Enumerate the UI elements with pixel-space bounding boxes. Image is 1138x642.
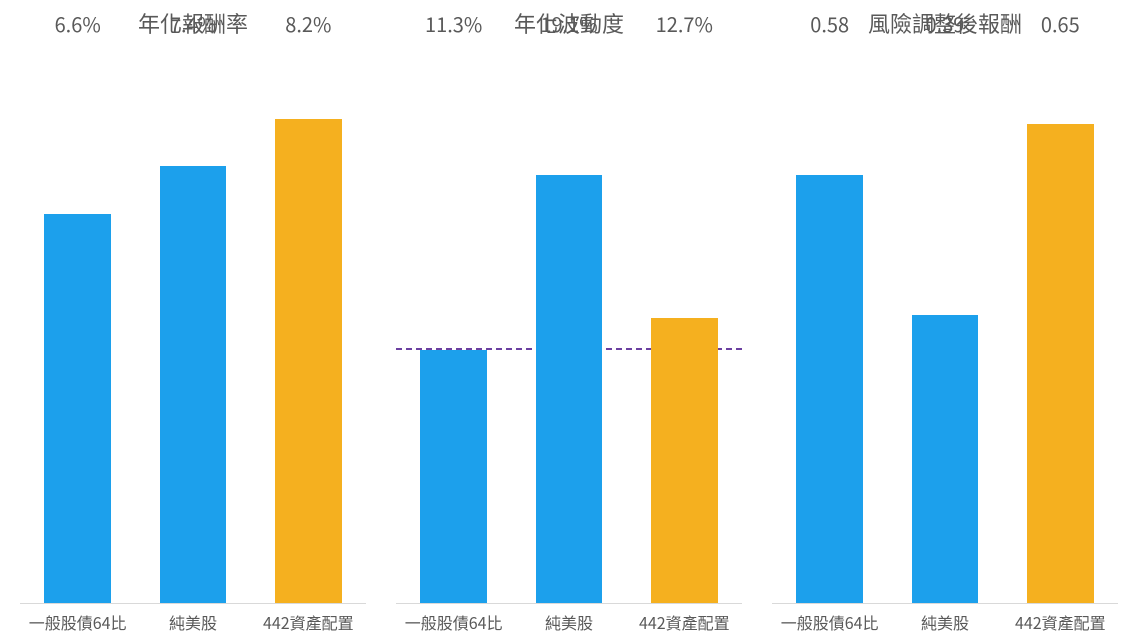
xaxis-category-label: 442資產配置 — [251, 610, 366, 634]
bar-value-label: 12.7% — [656, 9, 713, 42]
chart-bars: 11.3% 19.1% 12.7% — [396, 42, 742, 603]
chart-xaxis: 一般股債64比 純美股 442資產配置 — [772, 610, 1118, 634]
bar-value-label: 11.3% — [425, 9, 482, 42]
chart-panel-return: 年化報酬率 6.6% 7.4% 8.2% 一般股債64比 純美股 442 — [10, 0, 376, 642]
bar-slot: 19.1% — [511, 42, 626, 603]
bar-slot: 0.39 — [887, 42, 1002, 603]
bar — [536, 175, 603, 603]
chart-plot-area: 0.58 0.39 0.65 — [772, 42, 1118, 604]
bar-value-label: 19.1% — [540, 9, 597, 42]
xaxis-category-label: 純美股 — [511, 610, 626, 634]
bar-slot: 8.2% — [251, 42, 366, 603]
bar-slot: 7.4% — [135, 42, 250, 603]
xaxis-category-label: 442資產配置 — [1003, 610, 1118, 634]
bar-value-label: 7.4% — [170, 9, 216, 42]
bar — [275, 119, 342, 603]
chart-xaxis: 一般股債64比 純美股 442資產配置 — [20, 610, 366, 634]
bar-slot: 0.65 — [1003, 42, 1118, 603]
chart-plot-area: 6.6% 7.4% 8.2% — [20, 42, 366, 604]
bar-value-label: 6.6% — [55, 9, 101, 42]
bar-value-label: 0.39 — [926, 9, 965, 42]
xaxis-category-label: 一般股債64比 — [20, 610, 135, 634]
bar — [1027, 124, 1094, 603]
bar-slot: 12.7% — [627, 42, 742, 603]
chart-xaxis: 一般股債64比 純美股 442資產配置 — [396, 610, 742, 634]
bar-value-label: 8.2% — [285, 9, 331, 42]
chart-bars: 0.58 0.39 0.65 — [772, 42, 1118, 603]
xaxis-category-label: 一般股債64比 — [396, 610, 511, 634]
bar — [912, 315, 979, 603]
bar — [651, 318, 718, 603]
chart-panel-volatility: 年化波動度 11.3% 19.1% 12.7% 一般股債64比 純美股 — [386, 0, 752, 642]
chart-panel-risk-adjusted: 風險調整後報酬 0.58 0.39 0.65 一般股債64比 純美股 4 — [762, 0, 1128, 642]
chart-bars: 6.6% 7.4% 8.2% — [20, 42, 366, 603]
bar — [796, 175, 863, 603]
xaxis-category-label: 純美股 — [887, 610, 1002, 634]
bar-slot: 6.6% — [20, 42, 135, 603]
bar — [420, 350, 487, 603]
bar-slot: 11.3% — [396, 42, 511, 603]
chart-panels: 年化報酬率 6.6% 7.4% 8.2% 一般股債64比 純美股 442 — [0, 0, 1138, 642]
bar — [44, 214, 111, 603]
xaxis-category-label: 純美股 — [135, 610, 250, 634]
xaxis-category-label: 442資產配置 — [627, 610, 742, 634]
xaxis-category-label: 一般股債64比 — [772, 610, 887, 634]
bar-value-label: 0.65 — [1041, 9, 1080, 42]
chart-plot-area: 11.3% 19.1% 12.7% — [396, 42, 742, 604]
bar-slot: 0.58 — [772, 42, 887, 603]
bar-value-label: 0.58 — [810, 9, 849, 42]
bar — [160, 166, 227, 603]
